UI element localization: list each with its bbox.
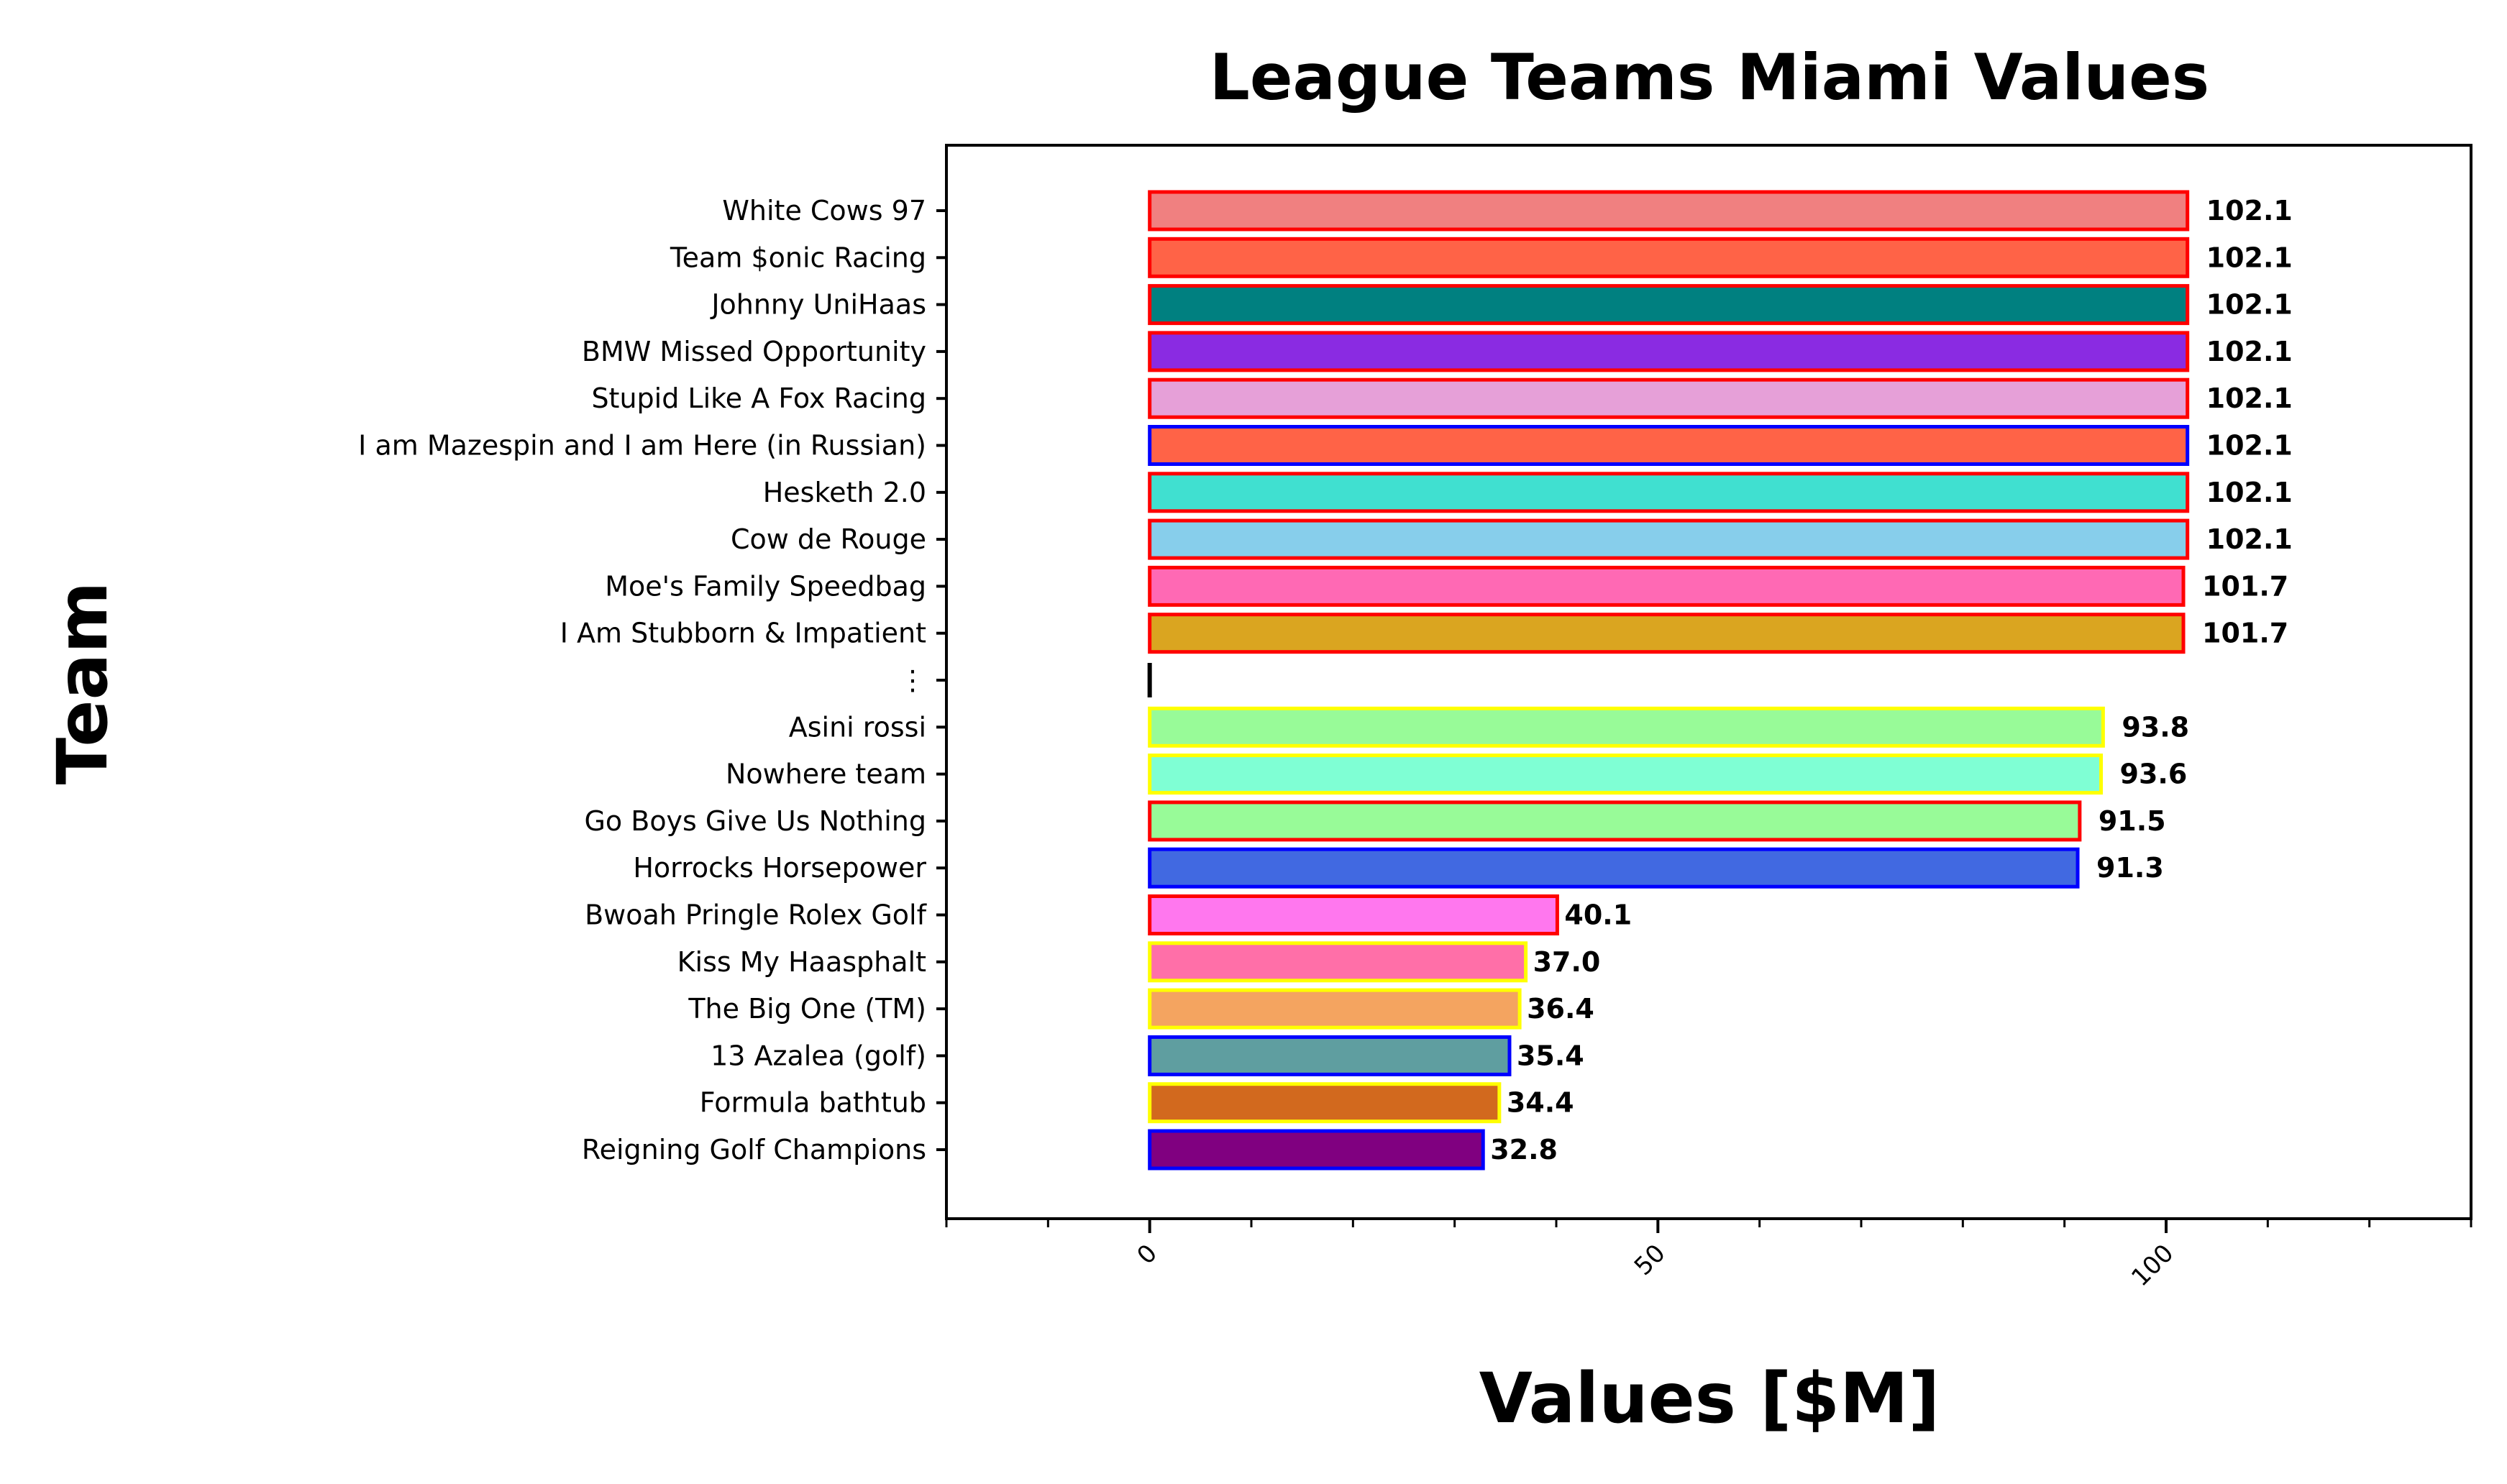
x-axis-title: Values [$M] — [1479, 1358, 1940, 1439]
bar-go-boys-give-us-nothing — [1148, 800, 2082, 842]
value-label-bmw-missed-opportunity: 102.1 — [2206, 336, 2293, 367]
y-tick-label-stupid-like-a-fox-racing: Stupid Like A Fox Racing — [591, 383, 926, 414]
y-tick-label-bwoah-pringle-rolex-golf: Bwoah Pringle Rolex Golf — [585, 899, 928, 931]
plot-area-frame — [945, 144, 2472, 1220]
value-label-kiss-my-haasphalt: 37.0 — [1533, 946, 1601, 978]
x-tick-label-100: 100 — [2126, 1239, 2179, 1292]
bar-i-am-stubborn-impatient — [1148, 613, 2186, 654]
bar-separator — [1147, 663, 1152, 697]
y-tick-label-kiss-my-haasphalt: Kiss My Haasphalt — [677, 946, 926, 978]
y-tick-label-team-onic-racing: Team $onic Racing — [670, 242, 926, 273]
y-tick-label-johnny-unihaas: Johnny UniHaas — [710, 289, 926, 321]
y-tick-label-the-big-one-tm: The Big One (TM) — [688, 993, 926, 1025]
y-axis-title: Team — [42, 582, 123, 785]
value-label-horrocks-horsepower: 91.3 — [2096, 852, 2164, 884]
bar-horrocks-horsepower — [1148, 847, 2080, 889]
y-tick-label-bmw-missed-opportunity: BMW Missed Opportunity — [582, 336, 926, 367]
bar-bwoah-pringle-rolex-golf — [1148, 894, 1559, 935]
y-tick-label-cow-de-rouge: Cow de Rouge — [731, 523, 926, 555]
bar-team-onic-racing — [1148, 237, 2190, 278]
bars-layer: 102.1 102.1 102.1 102.1 102.1 102.1 102.1 102.1… — [1147, 190, 2293, 1171]
value-label-white-cows-97: 102.1 — [2206, 195, 2293, 226]
value-label-cow-de-rouge: 102.1 — [2206, 523, 2293, 555]
value-label-the-big-one-tm: 36.4 — [1527, 993, 1594, 1025]
y-axis: White Cows 97 Team $onic Racing Johnny Uni… — [358, 195, 946, 1165]
chart-title: League Teams Miami Values — [1210, 40, 2209, 114]
value-label-13-azalea-golf: 35.4 — [1517, 1040, 1584, 1071]
y-tick-label-13-azalea-golf: 13 Azalea (golf) — [711, 1040, 926, 1071]
value-label-team-onic-racing: 102.1 — [2206, 242, 2293, 273]
bar-hesketh-2-0 — [1148, 472, 2190, 513]
value-label-johnny-unihaas: 102.1 — [2206, 289, 2293, 321]
bar-moe-s-family-speedbag — [1148, 565, 2186, 607]
x-tick-label-50: 50 — [1629, 1239, 1671, 1281]
y-tick-label-i-am-stubborn-impatient: I Am Stubborn & Impatient — [560, 618, 926, 649]
value-label-i-am-mazespin-and-i-am-here-in-russian: 102.1 — [2206, 430, 2293, 462]
value-label-bwoah-pringle-rolex-golf: 40.1 — [1564, 899, 1632, 931]
bar-stupid-like-a-fox-racing — [1148, 377, 2190, 419]
bar-bmw-missed-opportunity — [1148, 331, 2190, 372]
bar-johnny-unihaas — [1148, 284, 2190, 326]
x-tick-label-0: 0 — [1131, 1239, 1163, 1270]
y-tick-label-i-am-mazespin-and-i-am-here-in-russian: I am Mazespin and I am Here (in Russian) — [358, 430, 926, 462]
bar-reigning-golf-champions — [1148, 1129, 1485, 1171]
value-label-reigning-golf-champions: 32.8 — [1490, 1134, 1558, 1165]
bar-the-big-one-tm — [1148, 988, 1522, 1030]
bar-formula-bathtub — [1148, 1082, 1502, 1124]
y-tick-label-asini-rossi: Asini rossi — [789, 711, 926, 743]
y-tick-label-white-cows-97: White Cows 97 — [722, 195, 926, 226]
value-label-stupid-like-a-fox-racing: 102.1 — [2206, 383, 2293, 414]
value-label-moe-s-family-speedbag: 101.7 — [2202, 570, 2288, 602]
y-tick-label-nowhere-team: Nowhere team — [726, 759, 926, 790]
bar-nowhere-team — [1148, 754, 2104, 795]
y-tick-label-hesketh-2-0: Hesketh 2.0 — [763, 477, 926, 508]
value-label-go-boys-give-us-nothing: 91.5 — [2099, 805, 2166, 837]
bar-13-azalea-golf — [1148, 1035, 1512, 1076]
value-label-hesketh-2-0: 102.1 — [2206, 477, 2293, 508]
y-tick-label-moe-s-family-speedbag: Moe's Family Speedbag — [605, 570, 926, 602]
y-tick-label-reigning-golf-champions: Reigning Golf Champions — [582, 1134, 926, 1165]
value-label-asini-rossi: 93.8 — [2122, 711, 2189, 743]
value-label-i-am-stubborn-impatient: 101.7 — [2202, 618, 2288, 649]
value-label-nowhere-team: 93.6 — [2120, 759, 2188, 790]
bar-white-cows-97 — [1148, 190, 2190, 232]
bar-i-am-mazespin-and-i-am-here-in-russian — [1148, 425, 2190, 466]
x-axis: 0 50 100 — [945, 1219, 2472, 1292]
y-tick-label-formula-bathtub: Formula bathtub — [700, 1087, 926, 1119]
bar-cow-de-rouge — [1148, 518, 2190, 560]
y-tick-label-separator: ⋮ — [899, 664, 926, 696]
value-label-formula-bathtub: 34.4 — [1507, 1087, 1574, 1119]
bar-kiss-my-haasphalt — [1148, 941, 1528, 983]
y-tick-label-horrocks-horsepower: Horrocks Horsepower — [633, 852, 926, 884]
bar-asini-rossi — [1148, 706, 2105, 748]
y-tick-label-go-boys-give-us-nothing: Go Boys Give Us Nothing — [584, 805, 926, 837]
